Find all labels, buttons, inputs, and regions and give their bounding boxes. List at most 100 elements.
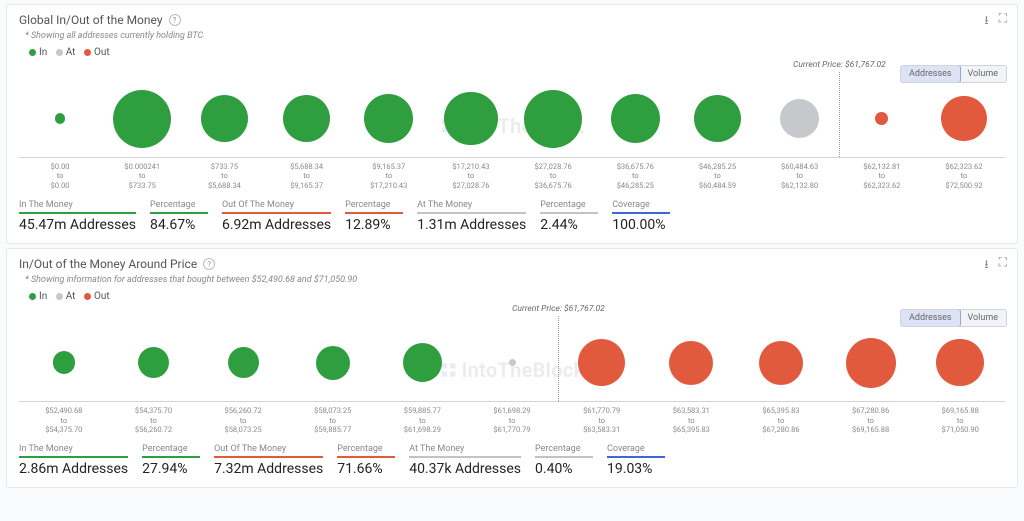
expand-icon[interactable]: ⛶: [999, 11, 1007, 32]
stat-value: 12.89%: [345, 217, 403, 233]
stats-row: In The Money45.47m Addresses Percentage 84…: [19, 200, 1005, 233]
expand-icon[interactable]: ⛶: [999, 255, 1007, 276]
range-label: $54,375.70to$56,260.72: [109, 406, 199, 434]
toggle-addresses[interactable]: Addresses: [900, 65, 960, 83]
stat-value: 1.31m Addresses: [417, 217, 526, 233]
bubble: [669, 341, 713, 385]
bubble-cell[interactable]: [676, 80, 758, 157]
legend: In At Out: [23, 47, 1005, 58]
bubble-cell[interactable]: [19, 80, 101, 157]
bubble-cell[interactable]: [348, 80, 430, 157]
panel-title: Global In/Out of the Money ?: [19, 13, 1005, 27]
stat-value: 2.44%: [540, 217, 598, 233]
range-label: $69,165.88to$71,050.90: [915, 406, 1005, 434]
toggle-addresses[interactable]: Addresses: [900, 309, 960, 327]
legend-dot-at: [56, 293, 63, 300]
range-label: $61,770.79to$63,583.31: [557, 406, 647, 434]
bubble-cell[interactable]: [101, 80, 183, 157]
range-label: $63,583.31to$65,395.83: [646, 406, 736, 434]
range-label: $58,073.25to$59,885.77: [288, 406, 378, 434]
stat-name: Percentage: [540, 200, 598, 214]
stat-block: Out Of The Money 6.92m Addresses: [222, 200, 331, 233]
bubble: [524, 90, 582, 148]
legend-dot-at: [56, 49, 63, 56]
stat-block: Percentage 0.40%: [535, 444, 593, 477]
bubble: [228, 347, 259, 378]
stat-block: At The Money40.37k Addresses: [409, 444, 521, 477]
bubble-cell[interactable]: [266, 80, 348, 157]
legend-label-out: Out: [94, 47, 110, 58]
stat-value: 7.32m Addresses: [214, 461, 323, 477]
range-label: $52,490.68to$54,375.70: [19, 406, 109, 434]
range-label: $62,323.62to$72,500.92: [923, 162, 1005, 190]
range-label: $65,395.83to$67,280.86: [736, 406, 826, 434]
bubble: [611, 94, 660, 143]
stat-block: At The Money1.31m Addresses: [417, 200, 526, 233]
stat-value: 0.40%: [535, 461, 593, 477]
bubble: [694, 95, 742, 143]
bubble: [403, 343, 442, 382]
legend-label-in: In: [39, 47, 47, 58]
bubble: [444, 92, 497, 145]
bubble: [936, 339, 984, 387]
panel-around-price-iotm: In/Out of the Money Around Price ? ⭳ ⛶ *…: [6, 248, 1018, 488]
range-label: $0.00to$0.00: [19, 162, 101, 190]
help-icon[interactable]: ?: [203, 258, 215, 270]
bubble: [759, 341, 803, 385]
current-price-label: Current Price: $61,767.02: [512, 304, 605, 314]
bubble-cell[interactable]: [19, 324, 109, 401]
help-icon[interactable]: ?: [169, 14, 181, 26]
legend-dot-out: [84, 293, 91, 300]
bubble: [113, 90, 171, 148]
stat-value: 6.92m Addresses: [222, 217, 331, 233]
bubble: [364, 94, 413, 143]
stat-block: In The Money45.47m Addresses: [19, 200, 136, 233]
range-label: $61,698.29to$61,770.79: [467, 406, 557, 434]
stat-name: Percentage: [142, 444, 200, 458]
bubble-cell[interactable]: [915, 324, 1005, 401]
panel-title-text: In/Out of the Money Around Price: [19, 257, 197, 271]
bubble-cell[interactable]: [288, 324, 378, 401]
stat-block: In The Money2.86m Addresses: [19, 444, 128, 477]
legend-label-out: Out: [94, 291, 110, 302]
panel-title: In/Out of the Money Around Price ?: [19, 257, 1005, 271]
range-label: $62,132.81to$62,323.62: [841, 162, 923, 190]
bubble: [283, 95, 331, 143]
range-label: $67,280.86to$69,165.88: [826, 406, 916, 434]
legend-dot-in: [29, 49, 36, 56]
bubble-cell[interactable]: [430, 80, 512, 157]
download-icon[interactable]: ⭳: [984, 255, 988, 276]
bubble-cell[interactable]: [646, 324, 736, 401]
stat-block: Percentage71.66%: [337, 444, 395, 477]
stat-name: At The Money: [409, 444, 521, 458]
bubble: [316, 346, 350, 380]
bubble-cell[interactable]: [183, 80, 265, 157]
stat-name: Out Of The Money: [222, 200, 331, 214]
range-label: $27,028.76to$36,675.76: [512, 162, 594, 190]
stat-block: Coverage19.03%: [607, 444, 665, 477]
bubble-cell[interactable]: [109, 324, 199, 401]
bubble: [846, 338, 896, 388]
stat-value: 100.00%: [612, 217, 670, 233]
bubble-row: Current Price: $61,767.02: [19, 324, 1005, 402]
bubble-cell[interactable]: [826, 324, 916, 401]
bubble-cell[interactable]: [923, 80, 1005, 157]
bubble-cell[interactable]: [378, 324, 468, 401]
bubble-cell[interactable]: [594, 80, 676, 157]
bubble-cell[interactable]: [198, 324, 288, 401]
stat-name: Percentage: [535, 444, 593, 458]
download-icon[interactable]: ⭳: [984, 11, 988, 32]
stat-name: Percentage: [337, 444, 395, 458]
stat-value: 84.67%: [150, 217, 208, 233]
stat-name: Percentage: [345, 200, 403, 214]
chart-area: IntoTheBlock Current Price: $61,767.02 $…: [19, 80, 1005, 190]
range-label: $9,165.37to$17,210.43: [348, 162, 430, 190]
panel-subtitle: * Showing information for addresses that…: [25, 275, 1005, 285]
bubble-cell[interactable]: [736, 324, 826, 401]
current-price-label: Current Price: $61,767.02: [793, 60, 886, 70]
range-label: $733.75to$5,688.34: [183, 162, 265, 190]
bubble-cell[interactable]: [512, 80, 594, 157]
panel-global-iotm: Global In/Out of the Money ? ⭳ ⛶ * Showi…: [6, 4, 1018, 244]
stat-value: 27.94%: [142, 461, 200, 477]
legend-dot-out: [84, 49, 91, 56]
